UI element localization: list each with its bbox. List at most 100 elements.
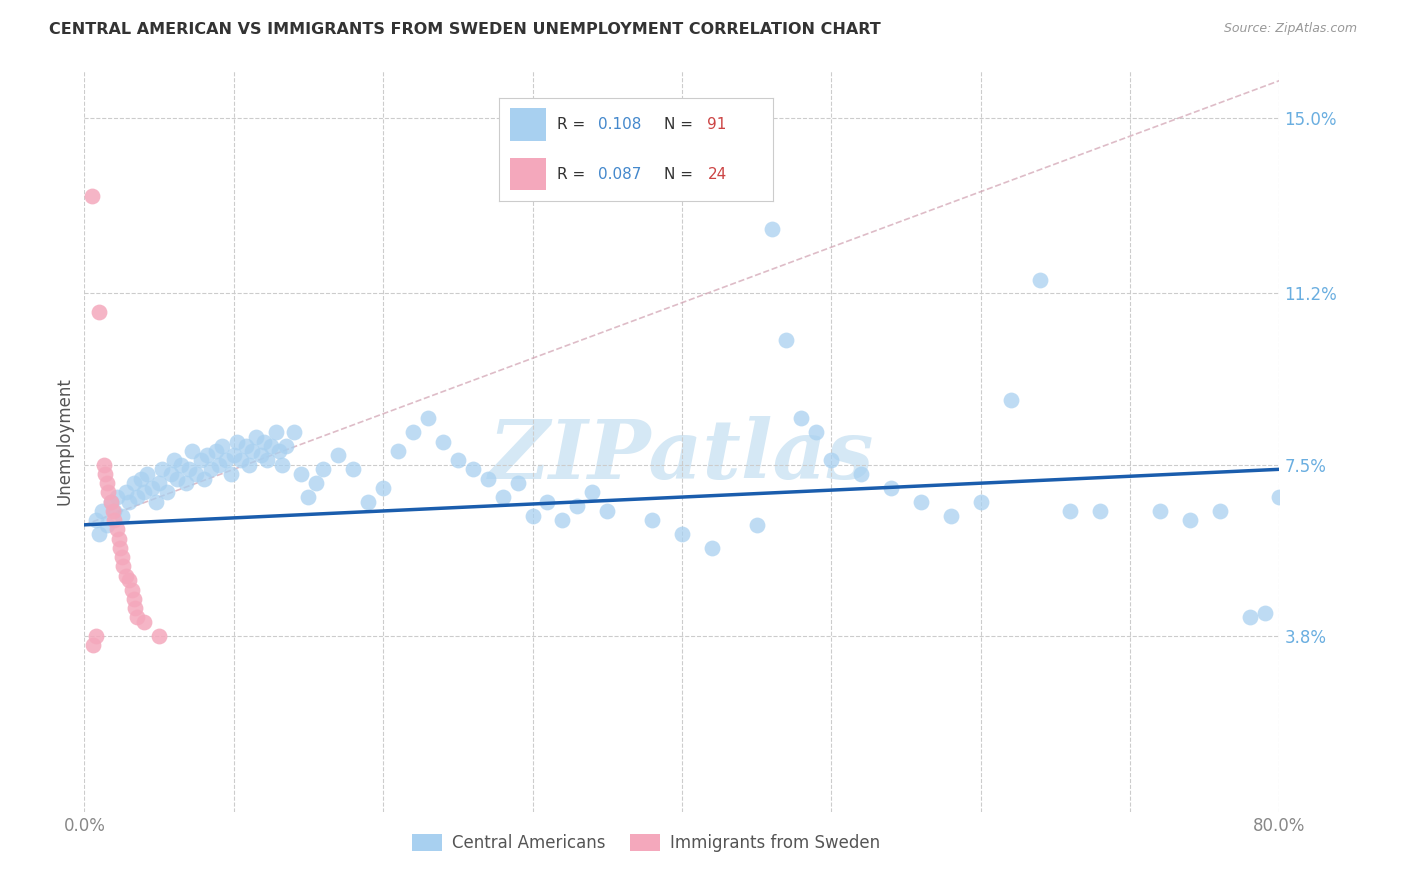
Point <box>238 458 260 472</box>
Point <box>136 467 159 481</box>
Point <box>416 411 439 425</box>
Point <box>208 458 231 472</box>
Point <box>101 504 124 518</box>
Point <box>820 453 842 467</box>
Text: 0.108: 0.108 <box>598 117 641 132</box>
Point <box>641 513 664 527</box>
Point <box>851 467 873 481</box>
Point <box>141 481 163 495</box>
Point <box>1209 504 1232 518</box>
Text: R =: R = <box>557 167 591 182</box>
Point <box>110 541 132 555</box>
Point <box>132 615 156 629</box>
Point <box>222 449 245 463</box>
Point <box>596 504 619 518</box>
Point <box>447 453 470 467</box>
Point <box>492 490 515 504</box>
Point <box>129 472 152 486</box>
Point <box>122 591 145 606</box>
Point <box>155 485 177 500</box>
Point <box>103 513 125 527</box>
Point <box>89 305 111 319</box>
Point <box>477 472 499 486</box>
Point <box>225 434 247 449</box>
Point <box>150 462 173 476</box>
Text: ZIPatlas: ZIPatlas <box>489 417 875 496</box>
Point <box>105 490 128 504</box>
Point <box>145 494 167 508</box>
Point <box>219 467 242 481</box>
Point <box>283 425 305 440</box>
Point <box>1239 610 1261 624</box>
Point <box>761 221 783 235</box>
Point <box>260 439 283 453</box>
Point <box>115 568 138 582</box>
Point <box>1253 606 1275 620</box>
Point <box>112 559 135 574</box>
Point <box>125 610 148 624</box>
Text: 24: 24 <box>707 167 727 182</box>
Point <box>193 472 215 486</box>
Point <box>166 472 188 486</box>
Point <box>91 504 114 518</box>
Legend: Central Americans, Immigrants from Sweden: Central Americans, Immigrants from Swede… <box>405 828 887 859</box>
Point <box>160 467 183 481</box>
Y-axis label: Unemployment: Unemployment <box>55 377 73 506</box>
Point <box>312 462 335 476</box>
Point <box>240 443 263 458</box>
Point <box>111 508 134 523</box>
Point <box>1000 392 1022 407</box>
Point <box>195 449 218 463</box>
Point <box>1059 504 1081 518</box>
Point <box>80 189 103 203</box>
Point <box>328 449 350 463</box>
Point <box>181 443 204 458</box>
Point <box>163 453 186 467</box>
Point <box>297 490 319 504</box>
Text: 91: 91 <box>707 117 727 132</box>
Point <box>215 453 238 467</box>
Point <box>880 481 903 495</box>
Point <box>86 513 108 527</box>
Point <box>148 629 170 643</box>
Point <box>100 494 122 508</box>
Point <box>94 467 117 481</box>
Point <box>82 638 104 652</box>
Bar <box>510 108 546 141</box>
Point <box>231 453 253 467</box>
Point <box>177 462 200 476</box>
Point <box>186 467 208 481</box>
Point <box>200 462 222 476</box>
Point <box>122 476 145 491</box>
Point <box>536 494 558 508</box>
Point <box>107 532 129 546</box>
Point <box>96 517 118 532</box>
Text: CENTRAL AMERICAN VS IMMIGRANTS FROM SWEDEN UNEMPLOYMENT CORRELATION CHART: CENTRAL AMERICAN VS IMMIGRANTS FROM SWED… <box>49 22 882 37</box>
Point <box>100 494 122 508</box>
Point <box>1029 272 1052 286</box>
Point <box>939 508 962 523</box>
Point <box>790 411 813 425</box>
Point <box>211 439 233 453</box>
Point <box>402 425 425 440</box>
Point <box>671 527 693 541</box>
Point <box>253 434 276 449</box>
Point <box>249 449 271 463</box>
Point <box>124 601 146 615</box>
Point <box>235 439 257 453</box>
Point <box>551 513 574 527</box>
Point <box>170 458 193 472</box>
Point <box>93 458 115 472</box>
Point <box>910 494 932 508</box>
Point <box>1090 504 1112 518</box>
Point <box>96 476 118 491</box>
Point <box>115 485 138 500</box>
Point <box>290 467 312 481</box>
Point <box>190 453 212 467</box>
Point <box>256 453 278 467</box>
Point <box>118 574 141 588</box>
Point <box>806 425 828 440</box>
Text: 0.087: 0.087 <box>598 167 641 182</box>
Point <box>274 439 297 453</box>
Point <box>1178 513 1201 527</box>
